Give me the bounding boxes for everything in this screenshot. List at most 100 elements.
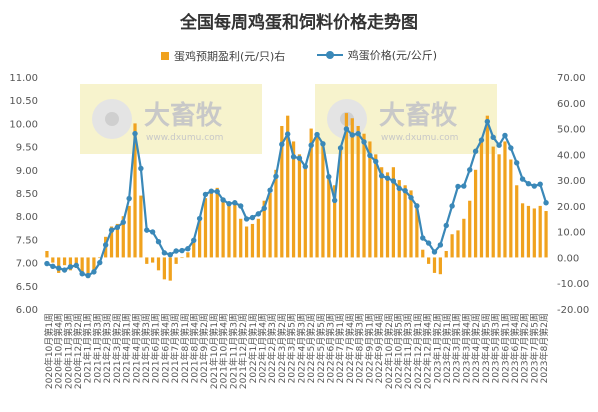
egg-price-point (232, 200, 238, 206)
egg-price-point (367, 152, 373, 159)
profit-bar (444, 251, 448, 258)
egg-price-point (519, 176, 526, 182)
egg-price-point (208, 188, 215, 194)
right-axis-tick-label: 0.00 (557, 253, 579, 264)
egg-price-point (61, 267, 68, 273)
x-axis-tick-label: 2022年6月第3周 (324, 313, 336, 383)
egg-price-point (478, 137, 485, 143)
egg-price-point (67, 264, 74, 270)
egg-price-point (220, 197, 226, 203)
egg-price-point (361, 139, 367, 145)
profit-bar (180, 257, 184, 259)
profit-bar (297, 154, 302, 258)
profit-bar (174, 257, 178, 264)
egg-price-point (284, 131, 291, 137)
egg-price-point (349, 132, 355, 138)
egg-price-point (144, 227, 150, 233)
egg-price-point (108, 227, 115, 233)
profit-bar (309, 128, 313, 258)
x-axis-tick-label: 2021年6月第4周 (159, 313, 171, 383)
x-axis-tick-label: 2021年1月第1周 (82, 313, 94, 383)
egg-price-point (296, 155, 303, 161)
watermark-brand: 大畜牧 (379, 100, 458, 131)
egg-price-point (320, 141, 326, 147)
chart-title: 全国每周鸡蛋和饲料价格走势图 (180, 13, 418, 33)
egg-price-point (261, 205, 267, 212)
egg-price-point (531, 183, 538, 189)
profit-bar (421, 249, 425, 258)
left-axis-tick-label: 10.00 (9, 119, 38, 130)
egg-price-point (484, 118, 491, 125)
egg-price-point (431, 249, 438, 255)
profit-bar (344, 113, 349, 258)
egg-price-point (461, 183, 467, 189)
egg-price-point (255, 211, 262, 217)
egg-price-point (390, 178, 397, 184)
egg-price-point (126, 195, 132, 202)
profit-bar (391, 167, 395, 258)
egg-price-point (437, 242, 444, 248)
profit-bar (479, 141, 484, 258)
profit-bar (368, 141, 372, 258)
profit-bar (192, 241, 196, 258)
egg-price-point (373, 158, 379, 165)
profit-bar (80, 257, 84, 276)
left-axis-tick-label: 8.00 (16, 212, 38, 223)
profit-bar (380, 167, 384, 258)
profit-bar (374, 154, 378, 258)
profit-bar (497, 154, 501, 258)
egg-price-point (55, 265, 62, 271)
right-axis-tick-label: 30.00 (557, 176, 586, 187)
profit-bar (321, 141, 325, 258)
profit-bar (485, 115, 489, 258)
profit-bar (209, 190, 213, 258)
egg-price-point (238, 203, 244, 209)
egg-price-point (44, 260, 50, 267)
left-axis-tick-label: 7.50 (16, 235, 38, 246)
profit-bar (509, 159, 513, 258)
egg-price-point (249, 214, 256, 221)
x-axis-tick-label: 2022年11月第3周 (402, 313, 414, 389)
x-axis-tick-label: 2023年1月第2周 (431, 313, 443, 383)
profit-bar (274, 169, 278, 258)
right-axis-tick-label: 20.00 (557, 202, 586, 213)
profit-bar (62, 257, 67, 266)
x-axis-tick-label: 2022年7月第1周 (334, 313, 346, 383)
egg-price-point (191, 237, 197, 244)
egg-price-point (226, 200, 232, 207)
left-axis-tick-label: 9.50 (16, 143, 38, 154)
x-axis-tick-label: 2022年12月第4周 (422, 313, 434, 389)
egg-price-point (273, 173, 279, 179)
legend-swatch-line-icon (316, 50, 343, 60)
egg-price-point (326, 174, 332, 180)
x-axis-tick-label: 2021年12月第2周 (237, 313, 249, 389)
profit-bar (397, 180, 401, 258)
egg-price-point (467, 167, 473, 173)
x-axis-tick-label: 2023年6月第4周 (509, 313, 521, 383)
profit-bar (280, 125, 284, 258)
profit-bar (462, 218, 466, 258)
profit-bar (68, 257, 73, 271)
x-axis-tick-label: 2022年7月第4周 (344, 313, 356, 383)
profit-bar (162, 257, 166, 280)
x-axis-tick-label: 2021年10月第1周 (208, 313, 220, 389)
x-axis-tick-label: 2021年8月第4周 (189, 313, 201, 383)
right-axis-tick-label: 40.00 (557, 150, 586, 161)
egg-price-point (85, 272, 91, 279)
x-axis-tick-label: 2022年10月第2周 (383, 313, 395, 389)
egg-price-point (472, 148, 479, 154)
egg-price-point (402, 187, 408, 194)
profit-bar (139, 195, 143, 258)
egg-price-point (502, 132, 508, 139)
profit-bar (538, 205, 542, 258)
egg-price-point (302, 163, 309, 170)
right-axis-tick-label: -10.00 (557, 279, 589, 290)
profit-bar (74, 257, 78, 268)
profit-bar (244, 226, 249, 258)
egg-price-point (384, 175, 391, 181)
profit-bar (198, 218, 202, 258)
egg-price-point (91, 269, 97, 275)
profit-bar (515, 185, 519, 258)
egg-price-point (290, 154, 297, 160)
profit-bar (156, 257, 161, 271)
